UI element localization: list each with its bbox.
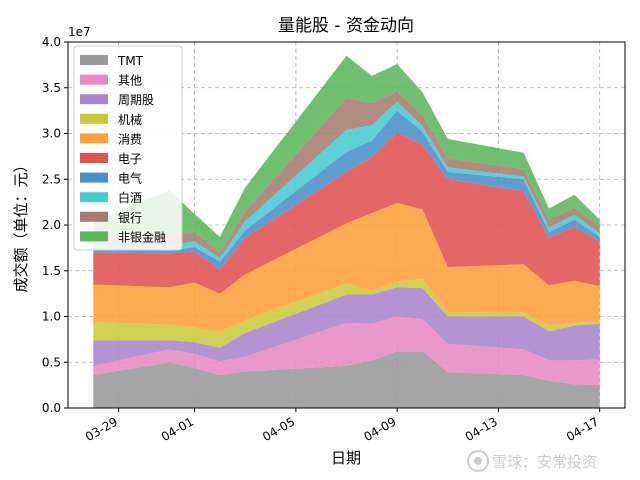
y-tick-label: 2.5 xyxy=(42,172,61,186)
y-offset-label: 1e7 xyxy=(68,25,91,39)
legend-label: 非银金融 xyxy=(118,229,166,244)
area-series-其他 xyxy=(93,316,600,386)
y-tick-label: 2.0 xyxy=(42,218,61,232)
legend-label: 电子 xyxy=(118,152,142,166)
legend-swatch xyxy=(80,192,108,203)
legend-swatch xyxy=(80,74,108,85)
legend-label: 银行 xyxy=(118,211,142,225)
y-tick-label: 0.0 xyxy=(42,401,61,415)
y-tick-label: 4.0 xyxy=(42,35,61,49)
legend-swatch xyxy=(80,113,108,124)
y-tick-label: 1.5 xyxy=(42,264,61,278)
y-axis-ticks: 0.0 0.5 1.0 1.5 2.0 2.5 3.0 3.5 4.0 xyxy=(42,35,68,415)
legend-swatch xyxy=(80,94,108,105)
x-axis-label: 日期 xyxy=(331,449,361,467)
stacked-areas xyxy=(93,55,600,408)
area-series-消费 xyxy=(93,203,600,333)
chart-title: 量能股 - 资金动向 xyxy=(278,16,414,36)
legend-swatch xyxy=(80,172,108,183)
legend-label: 消费 xyxy=(118,132,142,146)
legend-label: 白酒 xyxy=(118,190,142,205)
legend-label: 电气 xyxy=(118,171,142,186)
y-tick-label: 0.5 xyxy=(42,355,61,369)
y-tick-label: 3.0 xyxy=(42,127,61,141)
legend-swatch xyxy=(80,55,108,65)
legend-swatch xyxy=(80,211,108,222)
snowball-logo-dot xyxy=(474,457,482,465)
y-tick-label: 1.0 xyxy=(42,310,61,324)
legend-swatch xyxy=(80,153,108,163)
legend-label: 周期股 xyxy=(118,93,154,107)
legend-label: TMT xyxy=(117,54,144,68)
area-series-TMT xyxy=(93,351,600,408)
watermark: 雪球：安常投资 xyxy=(467,450,597,472)
legend-swatch xyxy=(80,133,108,144)
watermark-text: 雪球：安常投资 xyxy=(492,453,597,471)
area-series-机械 xyxy=(93,279,600,348)
legend-swatch xyxy=(80,231,108,242)
area-series-电子 xyxy=(93,132,600,294)
snowball-logo-icon xyxy=(467,450,489,472)
area-series-周期股 xyxy=(93,287,600,366)
y-axis-label: 成交额（单位：元） xyxy=(12,157,30,292)
legend-label: 机械 xyxy=(118,112,142,127)
y-tick-label: 3.5 xyxy=(42,81,61,95)
legend-label: 其他 xyxy=(118,74,142,88)
